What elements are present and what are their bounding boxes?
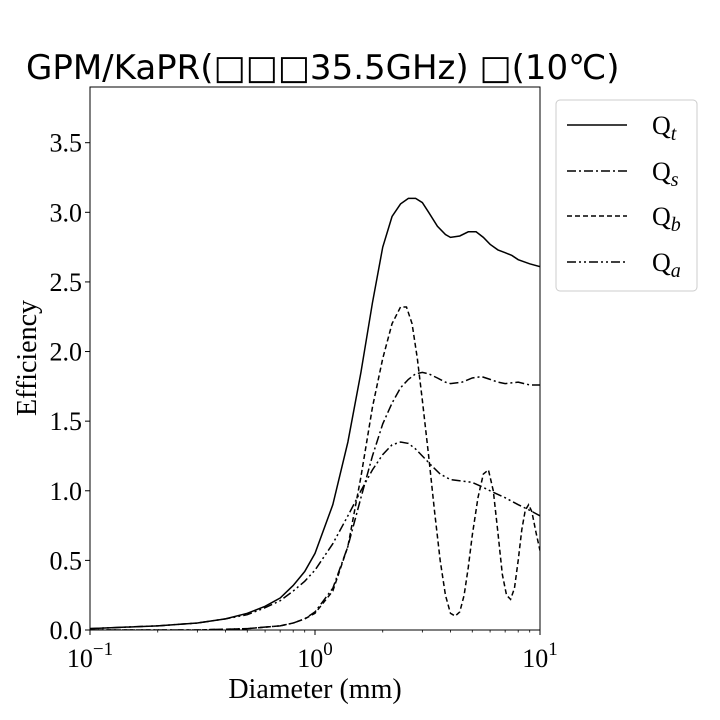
- y-axis-label: Efficiency: [12, 300, 43, 416]
- x-tick-exponent: 1: [548, 639, 558, 660]
- legend-series-name: Q: [652, 202, 671, 231]
- legend-series-name: Q: [652, 111, 671, 140]
- y-tick-label: 3.0: [50, 198, 83, 227]
- legend-label-qb: Qb: [652, 202, 681, 236]
- series-line-qt: [90, 197, 540, 630]
- series-line-qa: [90, 441, 540, 630]
- x-tick-base: 10: [297, 644, 323, 673]
- series-line-qb: [90, 306, 540, 630]
- legend-series-subscript: t: [671, 123, 677, 145]
- legend-series-name: Q: [652, 248, 671, 277]
- y-axis: 0.0 0.5 1.0 1.5 2.0 2.5 3.0 3.5: [50, 129, 90, 645]
- legend-series-subscript: b: [671, 214, 681, 236]
- y-tick-label: 2.0: [50, 338, 83, 367]
- x-tick-label: 100: [297, 639, 333, 673]
- legend-series-name: Q: [652, 157, 671, 186]
- x-tick-exponent: −1: [93, 639, 113, 660]
- legend-label-qs: Qs: [652, 157, 679, 191]
- x-tick-label: 10−1: [67, 639, 113, 673]
- legend-series-subscript: s: [671, 169, 679, 191]
- y-tick-label: 2.5: [50, 268, 83, 297]
- x-tick-exponent: 0: [323, 639, 333, 660]
- x-axis-label: Diameter (mm): [228, 674, 401, 705]
- y-tick-label: 1.5: [50, 407, 83, 436]
- y-tick-label: 3.5: [50, 129, 83, 158]
- y-tick-label: 0.5: [50, 546, 83, 575]
- y-tick-label: 1.0: [50, 477, 83, 506]
- x-tick-label: 101: [522, 639, 558, 673]
- series-layer: [90, 197, 540, 630]
- chart-title: GPM/KaPR(□□□35.5GHz) □(10℃): [26, 48, 620, 88]
- legend-label-qt: Qt: [652, 111, 677, 145]
- x-axis: 10−1 100 101: [67, 630, 558, 673]
- x-tick-base: 10: [67, 644, 93, 673]
- legend-frame: [555, 99, 698, 292]
- legend-label-qa: Qa: [652, 248, 681, 282]
- y-tick-label: 0.0: [50, 616, 83, 645]
- legend-series-subscript: a: [671, 260, 681, 282]
- x-tick-base: 10: [522, 644, 548, 673]
